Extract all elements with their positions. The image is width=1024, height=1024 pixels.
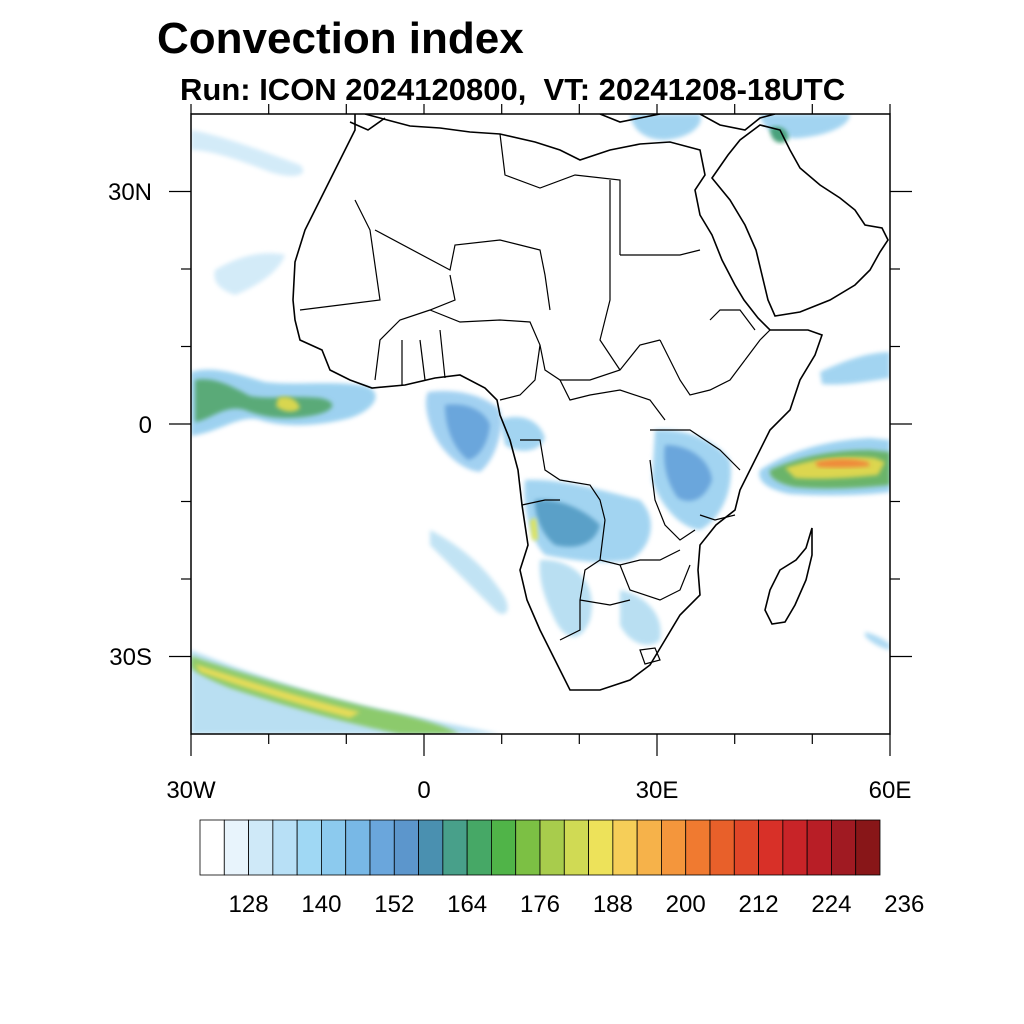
colorbar-label: 224 bbox=[811, 891, 851, 918]
madagascar-coastline bbox=[764, 527, 813, 625]
lon-tick-label: 60E bbox=[869, 777, 912, 804]
lon-tick-label: 0 bbox=[417, 777, 430, 804]
colorbar-swatch bbox=[442, 819, 468, 876]
colorbar-swatch bbox=[321, 819, 347, 876]
colorbar-swatch bbox=[296, 819, 322, 876]
colorbar-swatch bbox=[661, 819, 687, 876]
colorbar-swatch bbox=[806, 819, 832, 876]
colorbar-label: 152 bbox=[374, 891, 414, 918]
colorbar-label: 200 bbox=[666, 891, 706, 918]
colorbar-swatch bbox=[685, 819, 711, 876]
colorbar-swatch bbox=[709, 819, 735, 876]
colorbar-swatch bbox=[418, 819, 444, 876]
convection-southern-africa bbox=[539, 559, 592, 637]
axis-ticks bbox=[169, 104, 912, 756]
colorbar-swatch bbox=[199, 819, 225, 876]
lon-tick-label: 30E bbox=[636, 777, 679, 804]
arabia-coastline bbox=[710, 124, 889, 317]
colorbar-swatch bbox=[539, 819, 565, 876]
colorbar-swatch bbox=[612, 819, 638, 876]
colorbar-label: 188 bbox=[593, 891, 633, 918]
lat-tick-label: 0 bbox=[139, 412, 152, 439]
colorbar-label: 212 bbox=[739, 891, 779, 918]
colorbar-swatch bbox=[515, 819, 541, 876]
convection-field bbox=[191, 114, 890, 734]
convection-band-south-atlantic bbox=[191, 650, 500, 734]
lat-tick-label: 30S bbox=[109, 644, 152, 671]
colorbar-label: 176 bbox=[520, 891, 560, 918]
africa-coastline bbox=[292, 114, 824, 691]
country-borders bbox=[299, 133, 771, 665]
colorbar-swatch bbox=[588, 819, 614, 876]
colorbar-swatch bbox=[491, 819, 517, 876]
colorbar-swatch bbox=[466, 819, 492, 876]
chart-title: Convection index bbox=[157, 14, 524, 63]
colorbar-label: 140 bbox=[301, 891, 341, 918]
colorbar-swatch bbox=[248, 819, 274, 876]
colorbar-swatch bbox=[782, 819, 808, 876]
colorbar bbox=[199, 819, 881, 876]
run-info-subtitle: Run: ICON 2024120800, VT: 20241208-18UTC bbox=[180, 72, 846, 107]
colorbar-swatch bbox=[733, 819, 759, 876]
colorbar-swatch bbox=[345, 819, 371, 876]
colorbar-swatch bbox=[563, 819, 589, 876]
colorbar-swatch bbox=[393, 819, 419, 876]
colorbar-swatch bbox=[369, 819, 395, 876]
colorbar-labels: 128 140 152 164 176 188 200 212 224 236 bbox=[229, 891, 925, 918]
colorbar-swatch bbox=[855, 819, 881, 876]
colorbar-label: 128 bbox=[229, 891, 269, 918]
convection-north-atlantic bbox=[191, 130, 304, 176]
colorbar-swatch bbox=[223, 819, 249, 876]
tick-labels: 30W 0 30E 60E 30N 0 30S bbox=[108, 179, 911, 804]
colorbar-swatch bbox=[636, 819, 662, 876]
colorbar-swatch bbox=[758, 819, 784, 876]
colorbar-swatch bbox=[831, 819, 857, 876]
lon-tick-label: 30W bbox=[166, 777, 216, 804]
convection-mediterranean bbox=[630, 114, 701, 140]
colorbar-swatch bbox=[272, 819, 298, 876]
colorbar-label: 236 bbox=[884, 891, 924, 918]
lat-tick-label: 30N bbox=[108, 179, 152, 206]
coastlines bbox=[292, 114, 889, 691]
colorbar-label: 164 bbox=[447, 891, 487, 918]
